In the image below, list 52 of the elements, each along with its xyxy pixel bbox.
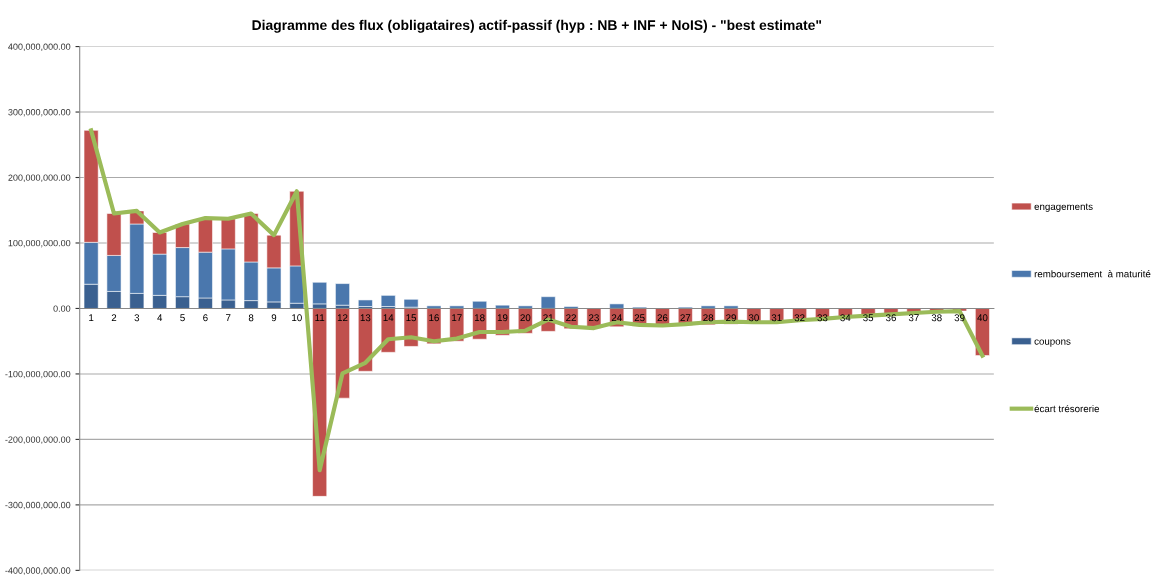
x-tick-label: 28 — [703, 314, 714, 322]
x-tick-label: 35 — [863, 314, 874, 322]
x-tick-label: 15 — [406, 314, 417, 322]
x-tick-label: 19 — [497, 314, 508, 322]
x-tick-label: 22 — [566, 314, 576, 322]
legend-label: remboursement à maturité — [1034, 270, 1151, 278]
x-tick-label: 24 — [611, 314, 622, 322]
y-tick-label: 0.00 — [53, 305, 71, 312]
y-tick-label: -300,000,000.00 — [5, 501, 71, 510]
legend-label: engagements — [1034, 203, 1093, 212]
x-tick-label: 10 — [292, 314, 302, 322]
x-tick-label: 32 — [794, 314, 805, 322]
x-tick-label: 1 — [89, 314, 94, 322]
y-tick-label: -400,000,000.00 — [5, 567, 71, 575]
x-tick-label: 20 — [520, 314, 531, 322]
y-tick-label: 200,000,000.00 — [8, 174, 71, 182]
x-tick-label: 36 — [885, 314, 896, 322]
x-tick-label: 26 — [657, 314, 668, 322]
x-tick-label: 33 — [817, 314, 828, 322]
x-tick-label: 27 — [680, 314, 691, 322]
x-tick-label: 37 — [908, 314, 919, 322]
x-tick-label: 38 — [931, 314, 942, 322]
x-tick-label: 16 — [429, 314, 439, 322]
x-tick-label: 30 — [748, 314, 759, 322]
x-tick-label: 2 — [111, 314, 117, 322]
x-tick-label: 11 — [315, 314, 325, 322]
x-tick-label: 23 — [588, 314, 599, 322]
y-tick-label: 400,000,000.00 — [8, 43, 71, 51]
x-tick-label: 12 — [337, 314, 348, 322]
y-tick-label: -100,000,000.00 — [5, 370, 71, 379]
x-tick-label: 21 — [543, 314, 554, 322]
x-tick-label: 18 — [474, 314, 485, 322]
x-tick-label: 9 — [271, 314, 277, 322]
legend-label: coupons — [1034, 339, 1071, 347]
legend-label: écart trésorerie — [1034, 404, 1100, 413]
y-tick-label: 300,000,000.00 — [8, 109, 71, 117]
x-tick-label: 13 — [360, 314, 371, 322]
x-tick-label: 31 — [771, 314, 782, 322]
x-tick-label: 4 — [157, 314, 163, 322]
x-tick-label: 7 — [226, 314, 231, 322]
chart-title: Diagramme des flux (obligataires) actif-passif (hyp : NB + INF + NoIS) - "best estimate" — [252, 19, 822, 33]
x-tick-label: 6 — [203, 314, 208, 322]
x-tick-label: 5 — [180, 314, 185, 322]
x-tick-label: 17 — [452, 314, 462, 322]
y-tick-label: 100,000,000.00 — [8, 239, 71, 248]
x-tick-label: 25 — [634, 314, 645, 322]
y-tick-label: -200,000,000.00 — [5, 436, 71, 444]
x-tick-label: 29 — [726, 314, 736, 322]
x-tick-label: 3 — [134, 314, 140, 322]
x-tick-label: 40 — [977, 314, 988, 322]
x-tick-label: 8 — [248, 314, 254, 322]
x-tick-label: 14 — [383, 314, 394, 322]
